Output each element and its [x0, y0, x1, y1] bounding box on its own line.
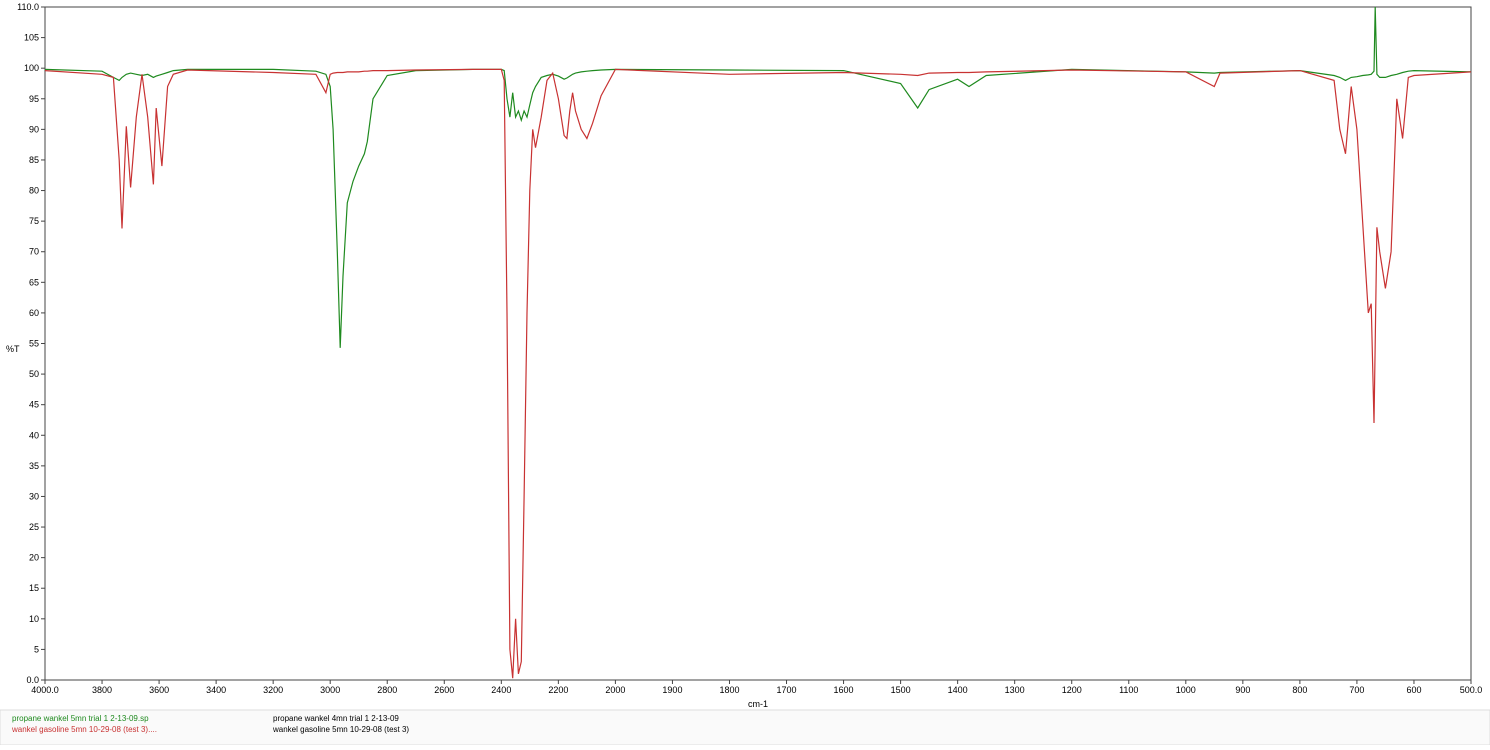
- x-tick-label: 1500: [891, 685, 911, 695]
- y-tick-label: 5: [34, 644, 39, 654]
- spectrum-line: [45, 68, 1471, 679]
- x-tick-label: 1400: [948, 685, 968, 695]
- y-tick-label: 35: [29, 461, 39, 471]
- legend-description: wankel gasoline 5mn 10-29-08 (test 3): [272, 725, 409, 734]
- x-tick-label: 3600: [149, 685, 169, 695]
- x-tick-label: 3200: [263, 685, 283, 695]
- plot-frame: [44, 6, 1472, 681]
- y-tick-label: 60: [29, 308, 39, 318]
- x-tick-label: 3400: [206, 685, 226, 695]
- y-tick-label: 30: [29, 491, 39, 501]
- x-tick-label: 700: [1349, 685, 1364, 695]
- x-tick-label: 2200: [548, 685, 568, 695]
- y-tick-label: 0.0: [26, 675, 39, 685]
- y-tick-label: 100: [24, 63, 39, 73]
- y-tick-label: 10: [29, 614, 39, 624]
- x-tick-label: 1100: [1119, 685, 1138, 695]
- y-tick-label: 75: [29, 216, 39, 226]
- x-tick-label: 500.0: [1460, 685, 1483, 695]
- x-tick-label: 2400: [491, 685, 511, 695]
- x-tick-label: 2000: [605, 685, 625, 695]
- x-tick-label: 1300: [1005, 685, 1025, 695]
- y-tick-label: 45: [29, 400, 39, 410]
- y-tick-label: 40: [29, 430, 39, 440]
- y-tick-label: 65: [29, 277, 39, 287]
- x-tick-label: 800: [1292, 685, 1307, 695]
- y-tick-label: 25: [29, 522, 39, 532]
- y-tick-label: 95: [29, 94, 39, 104]
- x-tick-label: 1200: [1062, 685, 1082, 695]
- x-tick-label: 3800: [92, 685, 112, 695]
- x-tick-label: 3000: [320, 685, 340, 695]
- x-axis-label: cm-1: [748, 699, 768, 709]
- y-tick-label: 80: [29, 186, 39, 196]
- y-tick-label: 20: [29, 553, 39, 563]
- y-tick-label: 50: [29, 369, 39, 379]
- y-tick-label: 15: [29, 583, 39, 593]
- y-tick-label: 55: [29, 339, 39, 349]
- legend-description: propane wankel 4mn trial 1 2-13-09: [273, 714, 399, 723]
- legend-entry: wankel gasoline 5mn 10-29-08 (test 3)...…: [11, 725, 157, 734]
- x-tick-label: 2800: [377, 685, 397, 695]
- spectrum-line: [45, 7, 1471, 348]
- legend-entry: propane wankel 5mn trial 1 2-13-09.sp: [12, 714, 149, 723]
- y-tick-label: 85: [29, 155, 39, 165]
- x-tick-label: 1000: [1176, 685, 1196, 695]
- x-tick-label: 1900: [662, 685, 682, 695]
- y-tick-label: 70: [29, 247, 39, 257]
- y-axis-label: %T: [6, 344, 20, 354]
- x-tick-label: 900: [1235, 685, 1250, 695]
- x-tick-label: 4000.0: [31, 685, 59, 695]
- x-tick-label: 2600: [434, 685, 454, 695]
- legend-panel: [0, 709, 1490, 746]
- x-tick-label: 1800: [719, 685, 739, 695]
- x-tick-label: 1600: [834, 685, 854, 695]
- x-tick-label: 600: [1406, 685, 1421, 695]
- y-tick-label: 105: [24, 33, 39, 43]
- y-tick-label: 90: [29, 124, 39, 134]
- y-tick-label: 110.0: [17, 2, 39, 12]
- x-tick-label: 1700: [777, 685, 797, 695]
